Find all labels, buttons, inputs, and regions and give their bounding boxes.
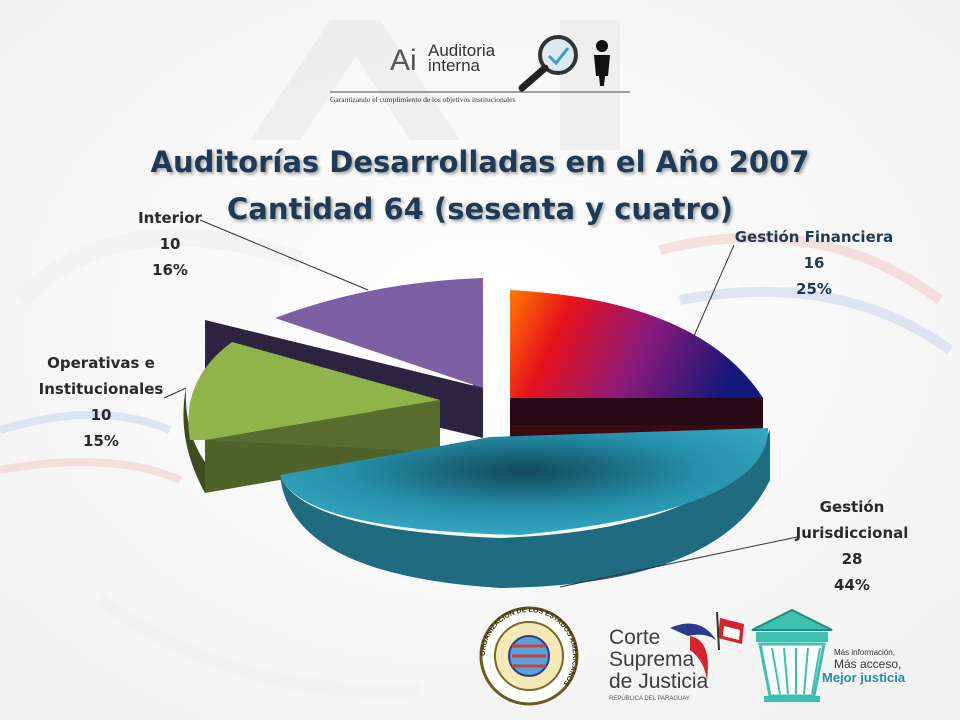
label-pct: 15% <box>83 432 119 450</box>
person-icon <box>594 40 610 86</box>
label-pct: 16% <box>152 261 188 279</box>
label-name: Interior <box>138 209 202 227</box>
label-value: 16 <box>803 254 825 272</box>
pie-slice-gestion-jurisdiccional <box>280 428 770 588</box>
leader-jurisdiccional <box>559 536 798 588</box>
leader-interior <box>199 219 369 291</box>
data-label-gestion-jurisdiccional: Gestión Jurisdiccional 28 44% <box>782 494 922 598</box>
label-name-2: Institucionales <box>38 380 164 398</box>
label-pct: 25% <box>796 280 832 298</box>
oea-seal: ORGANIZACION DE LOS ESTADOS AMERICANOS <box>479 606 579 706</box>
corte-sub: REPÚBLICA DEL PARAGUAY <box>609 695 690 702</box>
logo-ai: Ai <box>390 44 417 77</box>
corte-line1: Corte <box>609 626 660 649</box>
label-name-1: Gestión <box>819 498 885 516</box>
data-label-gestion-financiera: Gestión Financiera 16 25% <box>724 224 904 302</box>
pie-slice-gestion-financiera <box>510 290 763 450</box>
label-pct: 44% <box>834 576 870 594</box>
label-value: 28 <box>841 550 863 568</box>
leader-operativas <box>163 387 187 399</box>
label-name: Gestión Financiera <box>734 228 894 246</box>
slogan-line2: Más acceso, <box>834 657 901 671</box>
corte-suprema-logo: Corte Suprema de Justicia REPÚBLICA DEL … <box>609 623 716 702</box>
label-value: 10 <box>159 235 181 253</box>
paraguay-flag <box>716 611 744 651</box>
pie-slice-operativas <box>183 342 440 493</box>
label-name-2: Jurisdiccional <box>795 524 909 542</box>
slogan-line1: Más información, <box>834 648 895 657</box>
logo-tagline: Garantizando el cumplimiento de los obje… <box>330 95 515 104</box>
auditoria-interna-logo: Ai Auditoria interna Garantizando el cum… <box>330 35 630 104</box>
chart-subtitle: Cantidad 64 (sesenta y cuatro) <box>227 192 733 226</box>
magnifier-icon <box>518 35 578 92</box>
logo-word1: Auditoria <box>428 41 496 60</box>
chart-title: Auditorías Desarrolladas en el Año 2007 <box>150 145 810 179</box>
data-label-operativas: Operativas e Institucionales 10 15% <box>28 350 174 454</box>
corte-line3: de Justicia <box>609 670 709 693</box>
corte-line2: Suprema <box>609 648 695 671</box>
label-name-1: Operativas e <box>47 354 155 372</box>
slogan: Más información, Más acceso, Mejor justi… <box>822 648 906 685</box>
data-label-interior: Interior 10 16% <box>130 205 210 283</box>
logo-word2: interna <box>428 56 481 75</box>
leader-lines <box>163 219 798 588</box>
label-value: 10 <box>90 406 112 424</box>
pie-chart <box>163 219 798 588</box>
leader-financiera <box>689 244 735 346</box>
courthouse-icon <box>751 608 833 702</box>
slogan-line3: Mejor justicia <box>822 670 906 685</box>
